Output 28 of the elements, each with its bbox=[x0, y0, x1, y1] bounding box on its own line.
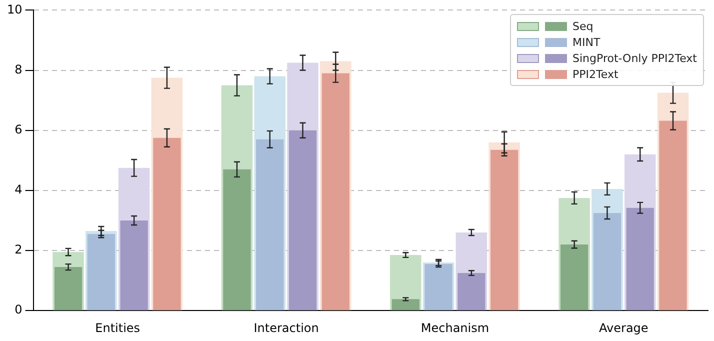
bar bbox=[490, 150, 518, 310]
bar bbox=[54, 267, 82, 310]
bar bbox=[288, 130, 317, 310]
y-tick-label: 0 bbox=[14, 302, 22, 317]
bar bbox=[392, 299, 420, 310]
bar bbox=[223, 169, 251, 310]
y-tick-label: 4 bbox=[14, 182, 22, 197]
x-tick-label: Entities bbox=[95, 320, 140, 335]
x-tick-label: Interaction bbox=[254, 320, 319, 335]
y-tick-label: 6 bbox=[14, 122, 22, 136]
y-tick-label: 8 bbox=[14, 62, 22, 76]
legend-label: SingProt-Only PPI2Text bbox=[572, 52, 697, 65]
bar bbox=[322, 73, 350, 310]
bar bbox=[560, 244, 588, 310]
x-tick-label: Average bbox=[599, 320, 648, 335]
bar bbox=[256, 139, 284, 310]
bar bbox=[153, 138, 181, 310]
bar bbox=[626, 208, 654, 310]
bar bbox=[120, 220, 148, 310]
bar bbox=[458, 273, 486, 310]
legend-label: Seq bbox=[572, 20, 594, 33]
bar bbox=[593, 212, 622, 310]
bar bbox=[659, 120, 687, 310]
y-tick-label: 2 bbox=[14, 242, 22, 257]
legend-label: MINT bbox=[572, 36, 600, 49]
x-tick-label: Mechanism bbox=[420, 320, 490, 335]
y-tick-label: 10 bbox=[6, 2, 22, 16]
legend-label: PPI2Text bbox=[572, 68, 618, 81]
